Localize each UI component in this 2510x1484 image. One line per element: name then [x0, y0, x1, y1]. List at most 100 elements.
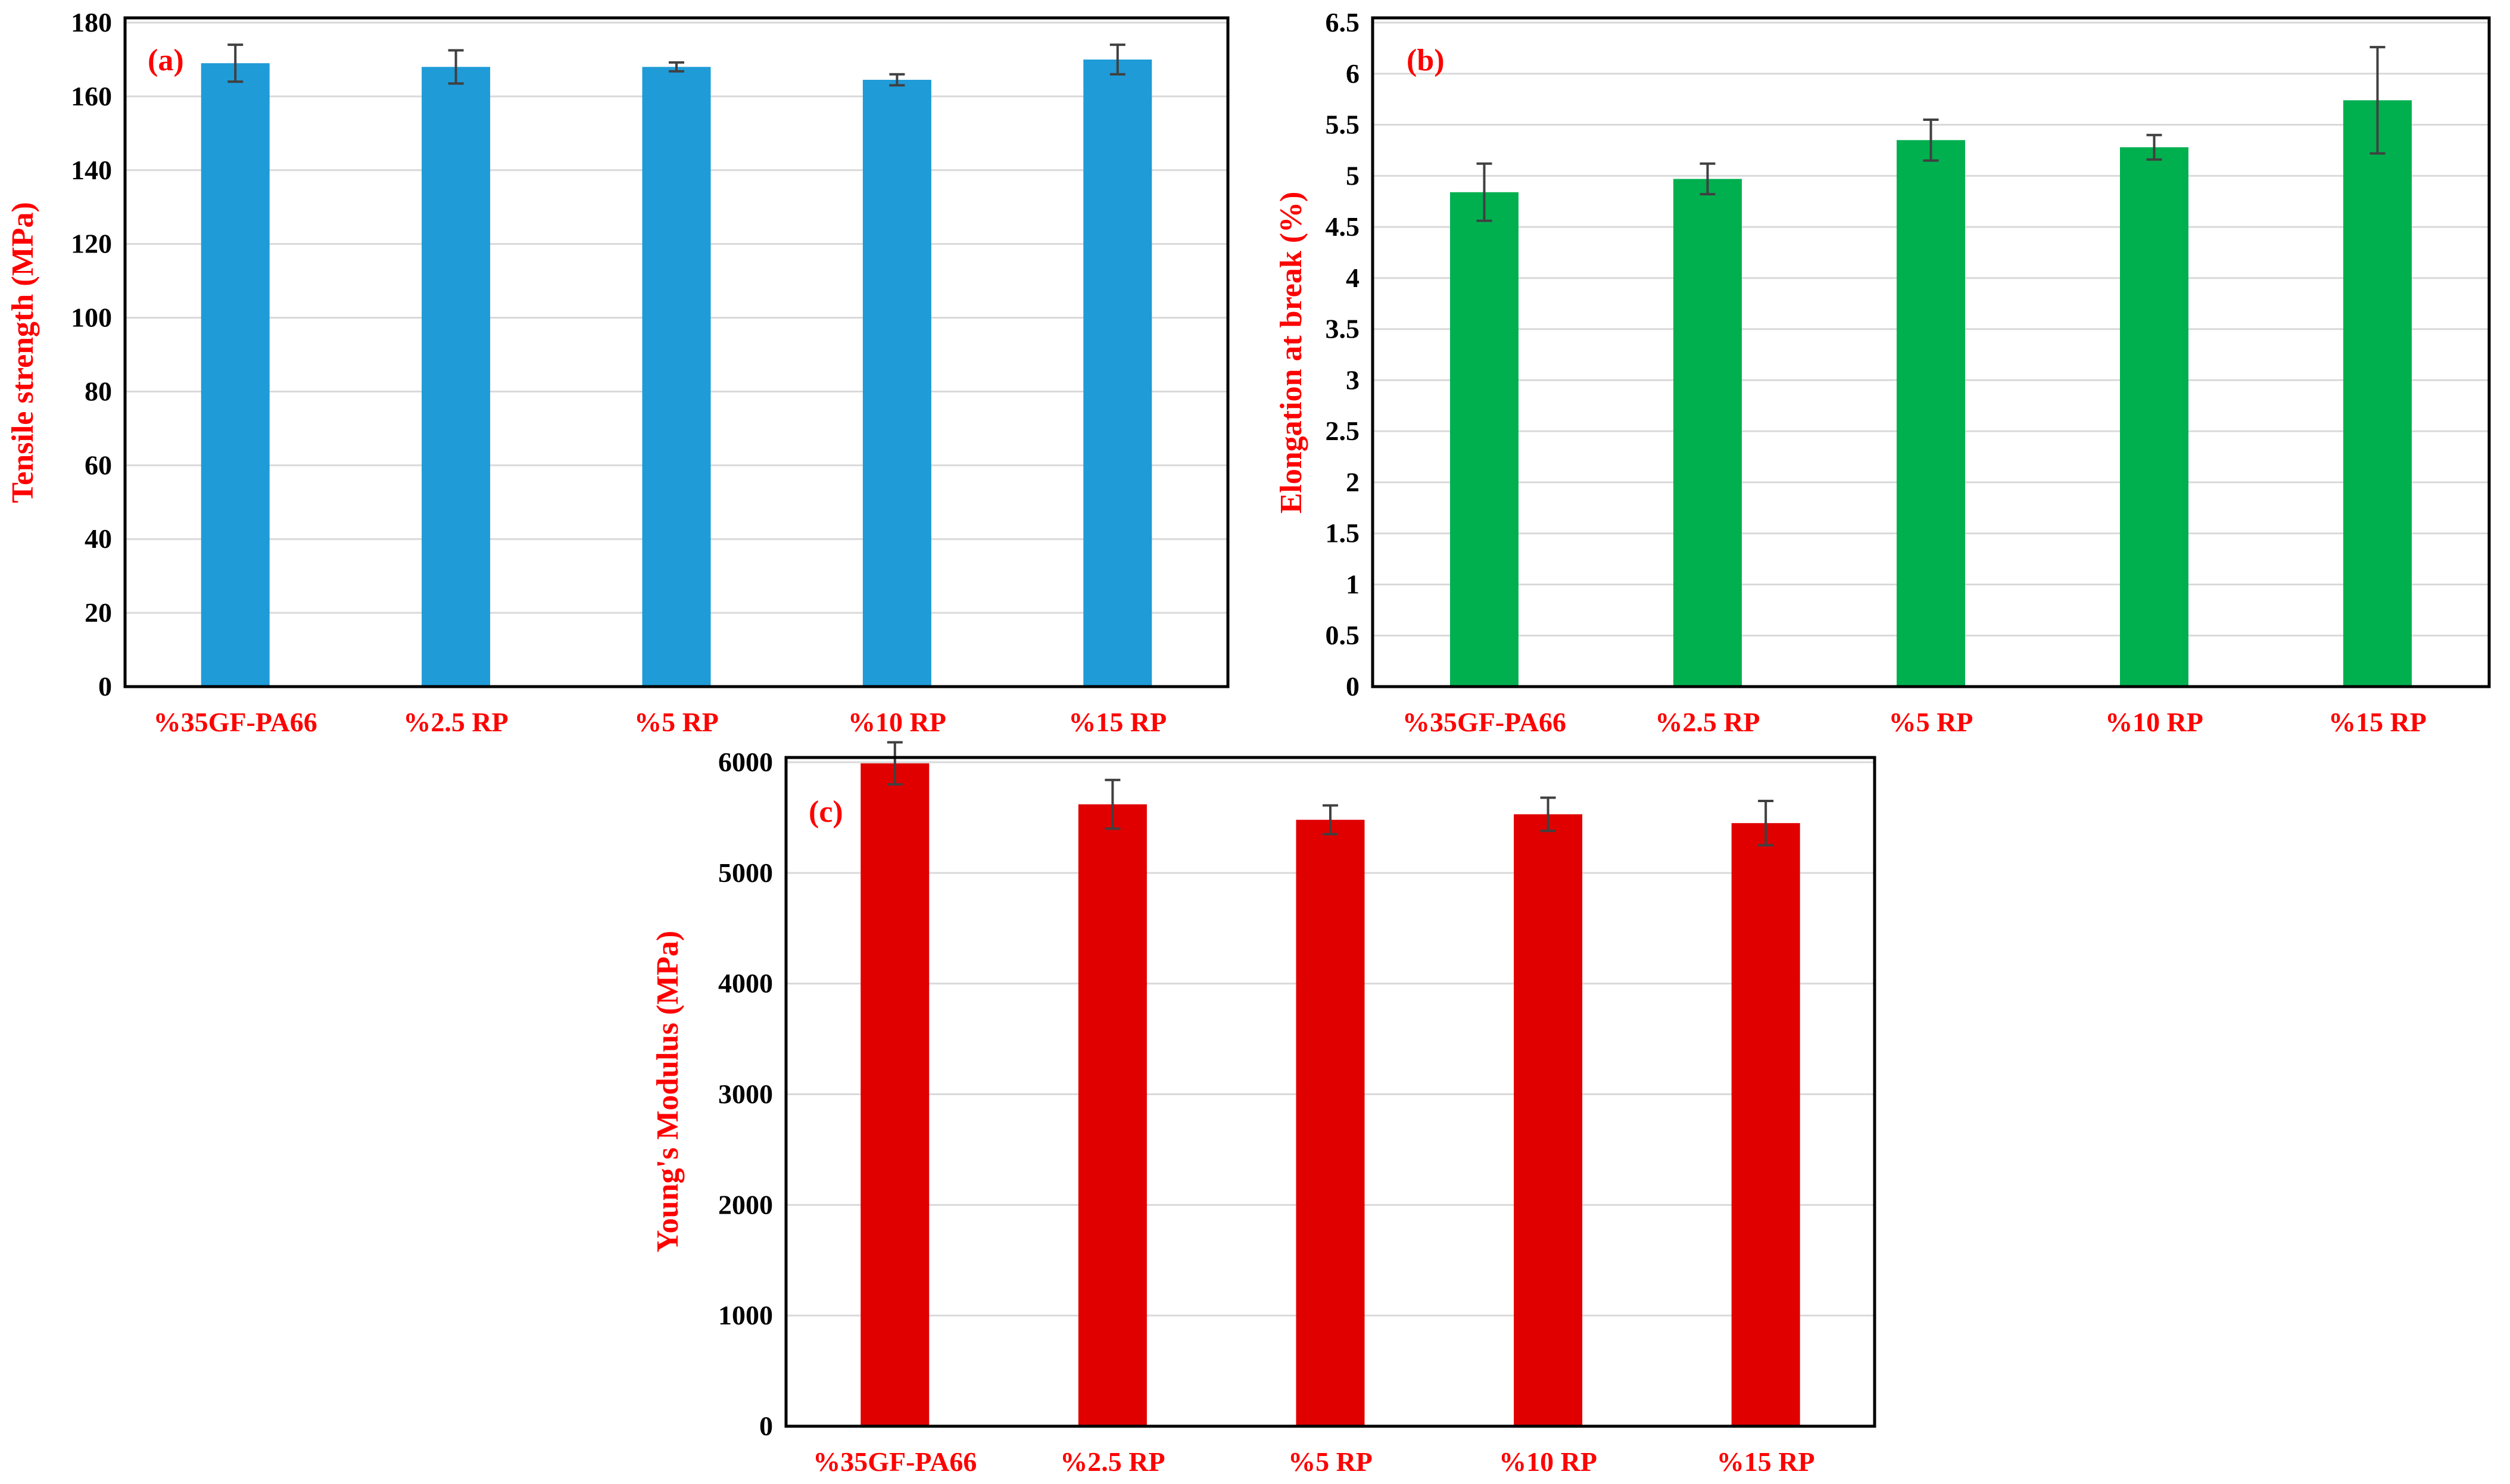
x-category-label: %35GF-PA66: [154, 707, 317, 737]
bar: [1514, 814, 1583, 1426]
y-tick-label: 100: [71, 303, 112, 333]
y-tick-label: 6.5: [1326, 7, 1360, 38]
bar-series: [860, 763, 1800, 1426]
error-bar: [1105, 778, 1121, 830]
y-tick-label: 0.5: [1326, 620, 1360, 650]
bar: [1450, 192, 1519, 687]
y-tick-label: 140: [71, 155, 112, 185]
chart-panel-a: 0 20 40 60 80 100 120 140 160 180 %35GF-PA66 %2.5 …: [6, 7, 1230, 737]
error-bars: [227, 43, 1125, 87]
error-bar: [1323, 804, 1338, 835]
x-axis-categories: %35GF-PA66 %2.5 RP %5 RP %10 RP %15 RP: [813, 1446, 1814, 1477]
chart-panel-c: 0 1000 2000 3000 4000 5000 6000 %35GF-PA66 %2.5…: [651, 741, 1876, 1477]
y-tick-label: 80: [85, 376, 112, 406]
y-tick-label: 120: [71, 229, 112, 259]
y-tick-label: 0: [759, 1411, 773, 1441]
bar-series: [1450, 100, 2412, 687]
y-tick-label: 4.5: [1326, 211, 1360, 242]
y-tick-label: 1: [1346, 569, 1360, 599]
y-tick-label: 40: [85, 523, 112, 554]
x-category-label: %10 RP: [848, 707, 946, 737]
bar: [1083, 59, 1152, 687]
error-bar: [227, 43, 244, 83]
bar: [860, 763, 930, 1426]
error-bar: [1476, 162, 1492, 222]
error-bar: [2146, 133, 2162, 161]
x-category-label: %35GF-PA66: [813, 1446, 977, 1477]
y-tick-label: 3: [1346, 364, 1360, 395]
panel-label: (b): [1407, 43, 1445, 77]
y-axis-ticks: 0 20 40 60 80 100 120 140 160 180: [71, 7, 112, 702]
y-axis-title: Tensile strength (MPa): [6, 202, 40, 503]
y-tick-label: 5000: [718, 858, 773, 888]
y-tick-label: 4000: [718, 968, 773, 999]
y-tick-label: 60: [85, 450, 112, 480]
x-category-label: %15 RP: [2328, 707, 2427, 737]
x-category-label: %5 RP: [1288, 1446, 1373, 1477]
y-tick-label: 3000: [718, 1079, 773, 1109]
error-bar: [887, 741, 903, 786]
x-category-label: %15 RP: [1068, 707, 1167, 737]
plot-frame: [123, 16, 1230, 688]
panel-label: (a): [148, 43, 184, 77]
y-tick-label: 0: [1346, 671, 1360, 702]
x-category-label: %10 RP: [1499, 1446, 1597, 1477]
x-category-label: %35GF-PA66: [1402, 707, 1566, 737]
bar: [1078, 804, 1147, 1426]
y-tick-label: 5.5: [1326, 110, 1360, 140]
error-bar: [1109, 43, 1125, 76]
y-tick-label: 5: [1346, 160, 1360, 191]
error-bars: [1476, 46, 2386, 222]
x-category-label: %2.5 RP: [1655, 707, 1760, 737]
bar: [2120, 147, 2188, 687]
y-tick-label: 2.5: [1326, 416, 1360, 446]
bar: [1897, 140, 1965, 687]
error-bar: [669, 61, 684, 73]
error-bar: [1540, 796, 1556, 833]
y-tick-label: 20: [85, 597, 112, 628]
bar: [862, 80, 931, 687]
bar: [2343, 100, 2412, 687]
y-tick-label: 4: [1346, 263, 1360, 293]
y-axis-ticks: 0 0.5 1 1.5 2 2.5 3 3.5 4 4.5 5 5.5 6 6.5: [1326, 7, 1360, 702]
error-bar: [1700, 162, 1716, 196]
bar: [422, 67, 491, 687]
y-tick-label: 6000: [718, 747, 773, 777]
error-bars: [887, 741, 1774, 847]
bar: [1731, 823, 1800, 1426]
x-category-label: %10 RP: [2105, 707, 2203, 737]
bar-series: [201, 59, 1152, 687]
error-bar: [889, 73, 905, 87]
y-tick-label: 3.5: [1326, 314, 1360, 344]
y-axis-ticks: 0 1000 2000 3000 4000 5000 6000: [718, 747, 773, 1441]
x-category-label: %2.5 RP: [1060, 1446, 1165, 1477]
plot-frame: [784, 756, 1876, 1428]
panel-label: (c): [809, 795, 843, 829]
x-category-label: %15 RP: [1717, 1446, 1815, 1477]
x-axis-categories: %35GF-PA66 %2.5 RP %5 RP %10 RP %15 RP: [1402, 707, 2427, 737]
y-tick-label: 1.5: [1326, 518, 1360, 548]
error-bar: [448, 49, 464, 85]
y-tick-label: 6: [1346, 58, 1360, 89]
y-tick-label: 1000: [718, 1300, 773, 1330]
x-axis-categories: %35GF-PA66 %2.5 RP %5 RP %10 RP %15 RP: [154, 707, 1167, 737]
x-category-label: %2.5 RP: [403, 707, 508, 737]
y-tick-label: 2: [1346, 467, 1360, 497]
x-category-label: %5 RP: [1889, 707, 1973, 737]
y-tick-label: 180: [71, 7, 112, 38]
bar: [1673, 179, 1742, 687]
y-tick-label: 2000: [718, 1189, 773, 1220]
bar: [201, 63, 270, 687]
bar: [1296, 819, 1365, 1426]
chart-panel-b: 0 0.5 1 1.5 2 2.5 3 3.5 4 4.5 5 5.5 6 6.5 %35GF-PA66%…: [1274, 7, 2491, 737]
error-bar: [1923, 118, 1939, 162]
y-axis-title: Elongation at break (%): [1274, 192, 1308, 514]
error-bar: [2369, 46, 2386, 155]
error-bar: [1758, 800, 1774, 847]
y-tick-label: 0: [98, 671, 112, 702]
plot-frame: [1371, 16, 2491, 688]
x-category-label: %5 RP: [634, 707, 719, 737]
y-axis-title: Young's Modulus (MPa): [651, 931, 685, 1252]
bar: [642, 67, 711, 687]
